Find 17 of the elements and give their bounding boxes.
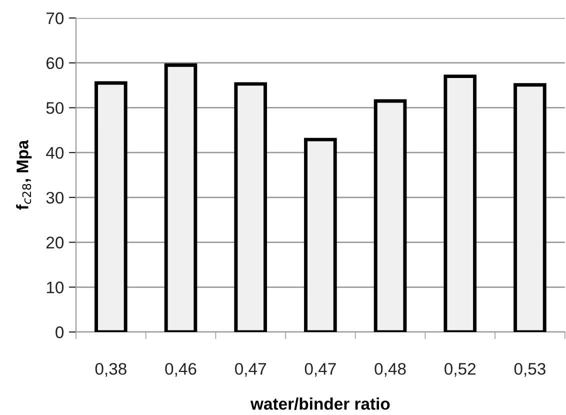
y-tick-label: 20 <box>46 236 64 248</box>
x-tick-label: 0,48 <box>374 362 406 377</box>
x-tick-label: 0,52 <box>444 362 476 377</box>
x-axis-title: water/binder ratio <box>250 398 390 410</box>
x-tick-label: 0,47 <box>304 362 336 377</box>
y-tick-label: 0 <box>56 326 64 338</box>
x-tick-label: 0,38 <box>95 362 126 377</box>
y-tick-label: 30 <box>46 192 64 204</box>
x-tick-label: 0,46 <box>165 362 196 377</box>
x-tick-label: 0,53 <box>514 362 546 377</box>
y-tick-label: 60 <box>46 57 64 70</box>
y-axis-title: f$_{c28}$, Mpa <box>16 140 32 210</box>
y-tick-label: 50 <box>46 102 64 114</box>
y-tick-label: 10 <box>46 282 64 294</box>
y-tick-label: 70 <box>46 12 64 24</box>
x-tick-label: 0,47 <box>235 362 266 377</box>
y-tick-label: 40 <box>46 146 64 159</box>
